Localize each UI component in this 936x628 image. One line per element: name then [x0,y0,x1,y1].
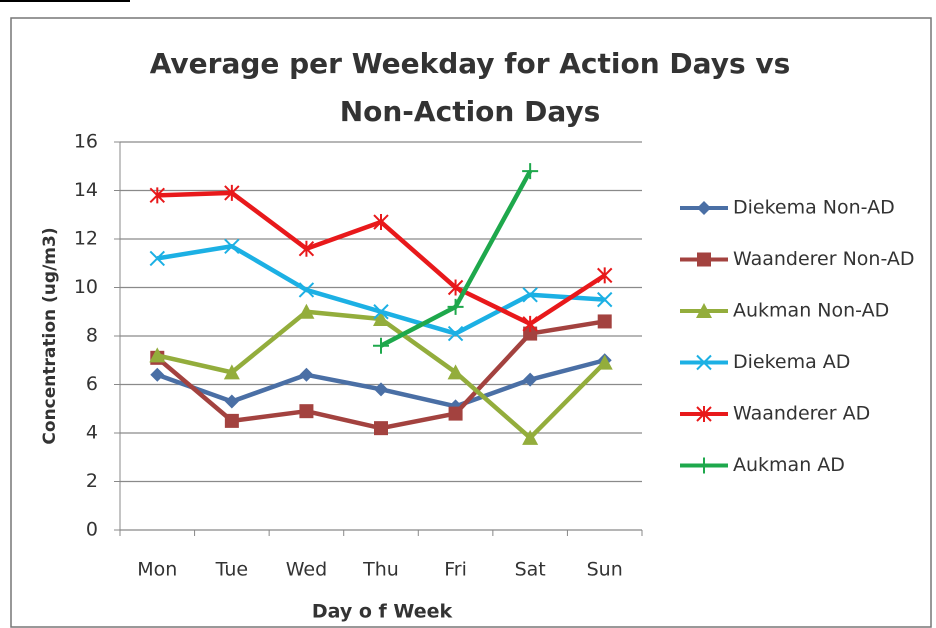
data-point [522,163,539,180]
data-point [523,326,538,341]
legend-label: Aukman AD [733,454,845,476]
data-point [150,367,165,382]
data-point [299,404,314,419]
data-point [448,406,463,421]
data-point [373,214,389,231]
data-point [447,364,464,380]
data-point [224,413,239,428]
data-point [597,291,613,308]
data-point [224,238,240,254]
x-tick-label: Thu [362,559,399,581]
legend-label: Waanderer Non-AD [733,248,915,270]
data-point [149,250,165,267]
legend-marker [696,406,712,422]
data-point [374,421,388,436]
legend-marker [696,354,712,371]
data-point [298,303,315,319]
data-point [597,267,613,284]
data-point [149,347,166,363]
legend-marker [696,303,712,318]
x-tick-label: Sun [587,559,623,581]
legend-marker [697,252,711,267]
y-tick-label: 16 [74,131,98,153]
y-tick-label: 2 [86,470,98,492]
data-point [522,429,539,445]
y-tick-label: 8 [86,325,98,347]
data-point [298,282,315,298]
x-tick-label: Sat [515,559,546,581]
data-point [523,372,538,387]
x-tick-label: Mon [137,559,177,581]
legend-label: Aukman Non-AD [733,300,889,322]
data-point [224,184,240,201]
data-point [224,394,239,409]
legend-marker [696,457,712,474]
y-tick-label: 4 [86,422,98,444]
data-point [447,279,464,296]
data-point [373,337,389,354]
chart-frame [10,17,932,628]
data-point [373,304,389,320]
legend-label: Waanderer AD [733,403,870,425]
y-tick-label: 10 [74,276,98,298]
chart-title: Average per Weekday for Action Days vs N… [149,47,791,128]
data-point [447,325,464,342]
data-point [374,382,388,397]
x-tick-label: Fri [444,559,467,581]
x-tick-label: Wed [286,559,327,581]
data-point [299,367,314,382]
y-tick-label: 14 [74,179,98,201]
x-axis-label: Day o f Week [312,601,453,623]
y-axis-label: Concentration (ug/m3) [40,227,60,444]
x-tick-label: Tue [215,559,248,581]
data-point [522,287,538,303]
legend-marker [697,201,711,215]
y-tick-label: 0 [86,519,98,541]
data-point [298,240,315,257]
y-tick-label: 12 [74,228,98,250]
data-point [522,315,538,332]
data-point [597,314,612,329]
y-tick-label: 6 [86,373,98,395]
data-point [596,354,613,370]
legend-label: Diekema AD [733,351,850,373]
legend-label: Diekema Non-AD [733,197,895,219]
data-point [223,364,240,380]
data-point [149,187,165,204]
data-point [447,298,464,315]
data-point [373,311,389,327]
